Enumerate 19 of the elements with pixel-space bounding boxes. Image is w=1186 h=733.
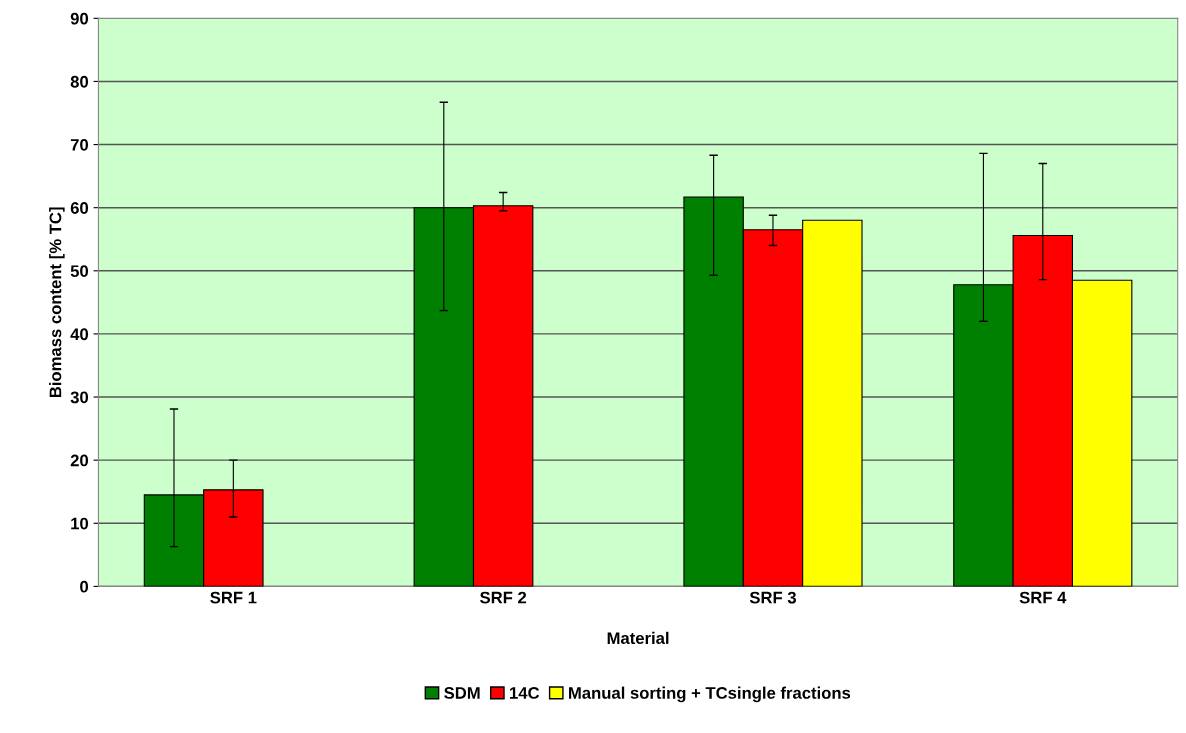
- x-tick-label: SRF 4: [1019, 591, 1067, 604]
- y-tick-label: 60: [70, 202, 89, 214]
- legend-label: 14C: [510, 687, 540, 699]
- legend-label: Manual sorting + TCsingle fractions: [569, 686, 851, 703]
- x-tick-label: SRF 3: [749, 591, 796, 604]
- x-tick-label: SRF 2: [480, 591, 527, 604]
- y-tick-label: 20: [70, 454, 89, 467]
- y-tick-label: 10: [71, 517, 89, 530]
- x-axis-title: Material: [607, 631, 669, 645]
- y-tick-label: 30: [70, 391, 89, 404]
- y-tick-label: 80: [70, 75, 89, 88]
- y-tick-label: 40: [70, 328, 89, 341]
- y-tick-label: 70: [70, 138, 89, 151]
- x-tick-label: SRF 1: [210, 591, 257, 604]
- y-axis-title: Biomass content [% TC]: [49, 207, 65, 398]
- y-tick-label: 90: [70, 12, 89, 25]
- legend-label: SDM: [444, 687, 480, 699]
- y-tick-label: 50: [70, 265, 89, 278]
- y-tick-label: 0: [80, 580, 89, 593]
